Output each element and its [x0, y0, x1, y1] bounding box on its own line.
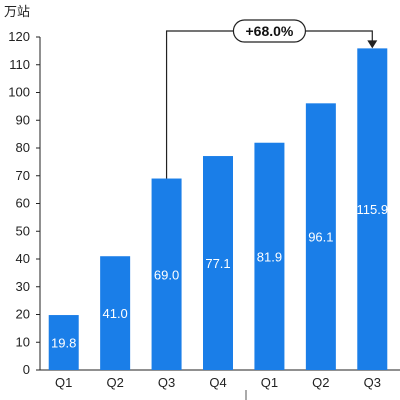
x-tick-label: Q1	[55, 375, 72, 390]
annotation-pill	[232, 19, 307, 43]
bar-value-label: 77.1	[205, 256, 230, 271]
x-tick-label: Q2	[106, 375, 123, 390]
bar	[203, 156, 233, 370]
bar-value-label: 41.0	[102, 306, 127, 321]
y-tick-label: 60	[16, 196, 30, 211]
annotation-arrowhead	[367, 40, 378, 49]
y-tick-label: 10	[16, 334, 30, 349]
bar	[305, 103, 336, 370]
x-axis-ticks: Q1 Q2 Q3 Q4 Q1 Q2 Q3	[55, 375, 381, 390]
x-tick-label: Q3	[158, 375, 175, 390]
bar-value-label: 19.8	[51, 336, 76, 351]
growth-annotation: +68.0%	[165, 19, 378, 179]
bar-value-label: 115.9	[356, 202, 388, 217]
y-tick-label: 30	[16, 279, 30, 294]
y-tick-label: 100	[8, 85, 30, 100]
bar-value-label: 96.1	[308, 230, 333, 245]
y-tick-label: 80	[16, 140, 30, 155]
bar	[357, 48, 388, 370]
y-tick-label: 40	[16, 251, 30, 266]
y-tick-label: 50	[16, 223, 30, 238]
x-tick-label: Q1	[261, 375, 278, 390]
y-axis-ticks: 0 10 20 30 40 50 60 70 80 90 100 110 120	[8, 29, 40, 377]
bar-value-label: 69.0	[154, 267, 179, 282]
y-tick-label: 110	[9, 57, 30, 72]
bars-group: 19.8 41.0 69.0 77.1 81.9 96.1 115.9	[48, 48, 388, 370]
y-tick-label: 70	[16, 168, 30, 183]
bar-value-label: 81.9	[257, 249, 282, 264]
y-axis-label: 万站	[4, 4, 30, 19]
bar	[254, 142, 285, 370]
bar	[48, 315, 79, 370]
x-tick-label: Q4	[209, 375, 226, 390]
x-tick-label: Q3	[364, 375, 381, 390]
bar	[100, 256, 131, 370]
y-tick-label: 120	[8, 29, 30, 44]
bar	[151, 178, 182, 370]
x-tick-label: Q2	[312, 375, 329, 390]
y-tick-label: 20	[16, 307, 30, 322]
annotation-text: +68.0%	[245, 23, 293, 39]
y-tick-label: 90	[16, 112, 30, 127]
y-tick-label: 0	[23, 362, 30, 377]
